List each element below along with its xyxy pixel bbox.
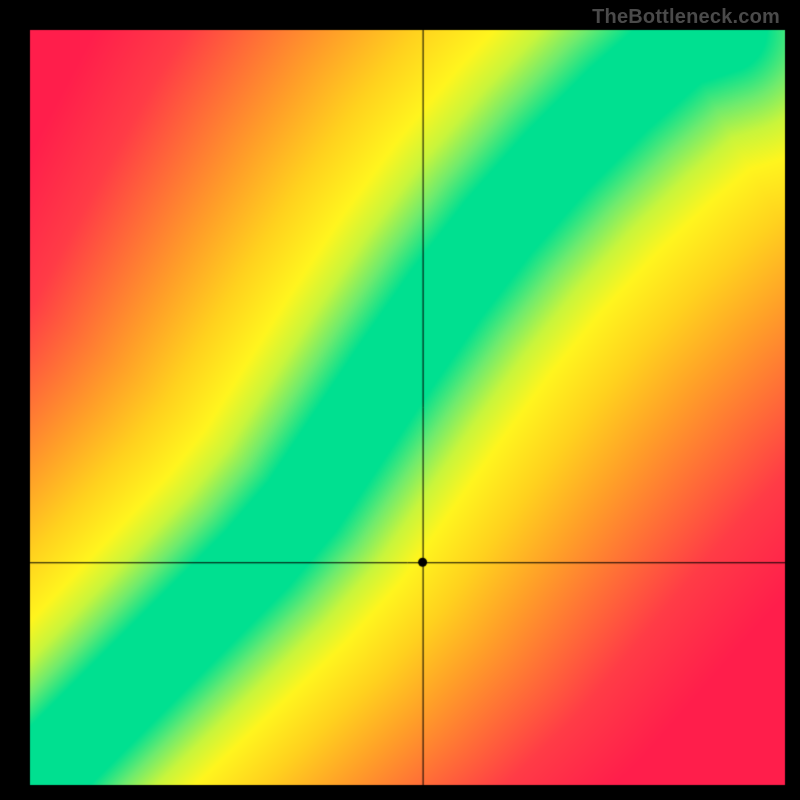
heatmap-canvas (0, 0, 800, 800)
watermark-text: TheBottleneck.com (592, 6, 780, 29)
chart-container: TheBottleneck.com (0, 0, 800, 800)
